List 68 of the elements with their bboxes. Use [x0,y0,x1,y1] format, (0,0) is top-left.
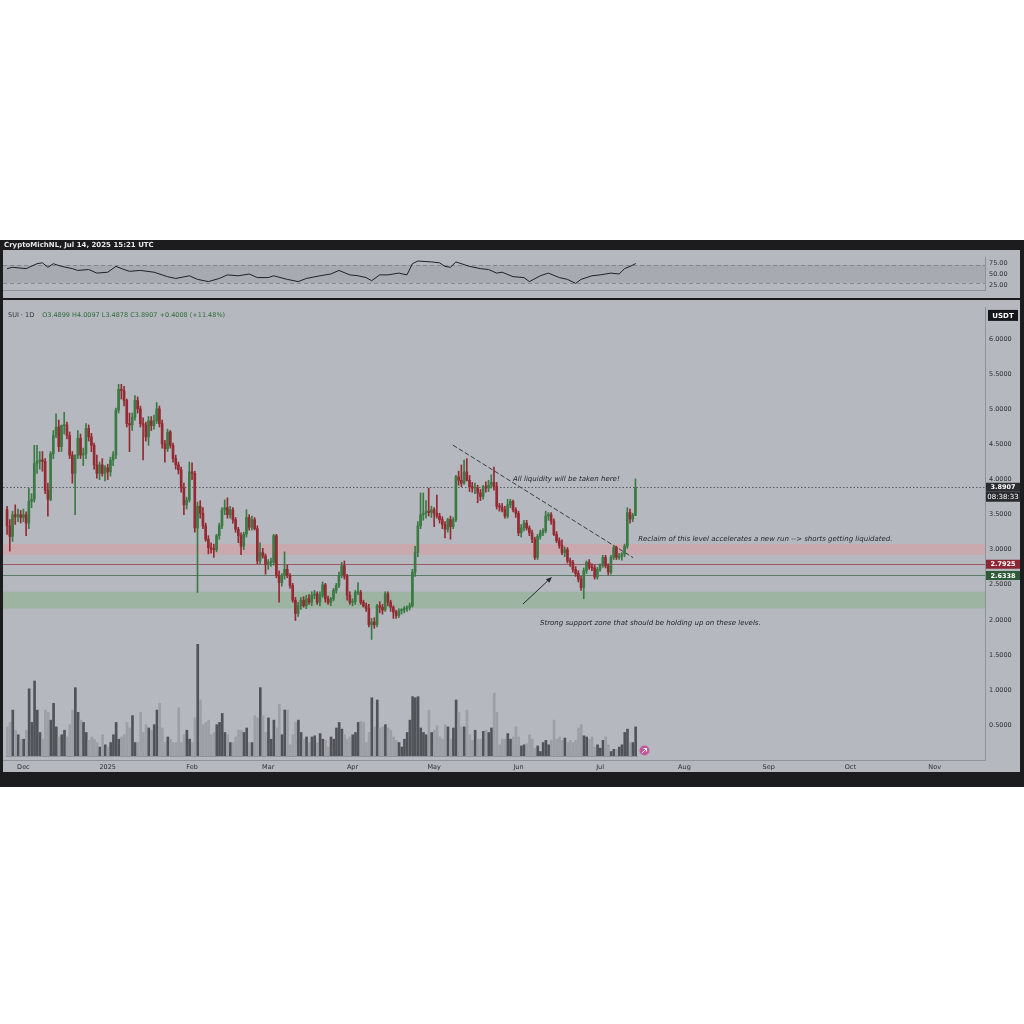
bar [489,727,493,756]
candlestick [19,510,23,524]
bar [277,704,281,756]
bar [196,644,199,756]
bar [506,733,509,756]
bar [71,709,74,756]
bar [62,729,66,756]
candlestick [479,489,482,501]
bar [24,729,28,756]
candlestick [98,461,101,480]
candlestick [166,428,169,452]
candlestick [430,505,433,518]
bar [215,724,218,756]
candlestick [400,608,403,615]
bar [32,680,36,756]
candlestick [449,515,452,540]
bar [566,742,569,756]
candlestick [593,564,596,580]
bar [158,703,161,756]
bar [604,736,607,756]
candlestick [566,547,569,564]
bar [546,744,550,756]
candlestick [468,475,471,492]
candlestick [332,587,335,602]
bar [11,709,14,756]
candlestick [212,543,216,558]
candlestick [596,566,599,580]
bar [266,717,270,756]
bar [449,738,452,756]
bar [51,703,55,756]
bar [492,692,496,756]
candlestick [536,533,539,560]
bar [130,715,134,756]
bar [424,734,428,756]
bar [625,728,629,756]
candlestick [11,510,14,542]
bar [73,687,77,756]
candlestick [370,618,373,640]
bar [375,699,379,756]
candlestick [381,604,384,615]
candlestick [272,533,275,566]
candlestick [427,487,431,517]
bar [315,742,319,756]
candlestick [460,464,463,487]
bar [100,734,104,756]
bar [372,726,376,756]
bar [307,742,311,756]
candlestick [476,484,480,504]
bar [623,732,626,756]
bar [220,713,224,756]
bar [258,687,262,756]
bar [579,724,583,756]
bar [245,727,248,756]
candlestick [22,508,25,523]
candlestick [517,510,520,537]
candlestick [266,559,270,570]
bar [634,726,637,756]
candlestick [378,601,382,614]
bar [411,696,414,756]
bar [198,699,202,756]
bar [13,729,17,756]
candlestick [196,501,199,593]
bar [473,729,477,756]
bar [343,734,346,756]
candlestick [79,433,82,459]
bar [370,697,373,756]
bar [16,734,20,756]
candlestick [544,510,548,534]
